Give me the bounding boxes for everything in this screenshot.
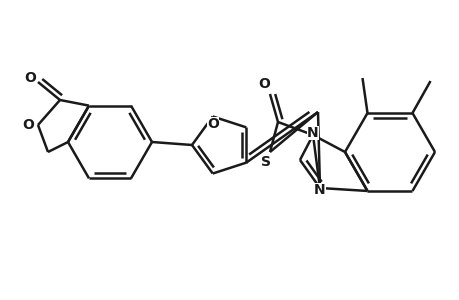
Text: S: S — [260, 155, 270, 169]
Text: N: N — [307, 126, 318, 140]
Text: O: O — [207, 118, 218, 131]
Text: N: N — [313, 183, 325, 197]
Text: O: O — [257, 77, 269, 91]
Text: O: O — [22, 118, 34, 132]
Text: O: O — [24, 71, 36, 85]
